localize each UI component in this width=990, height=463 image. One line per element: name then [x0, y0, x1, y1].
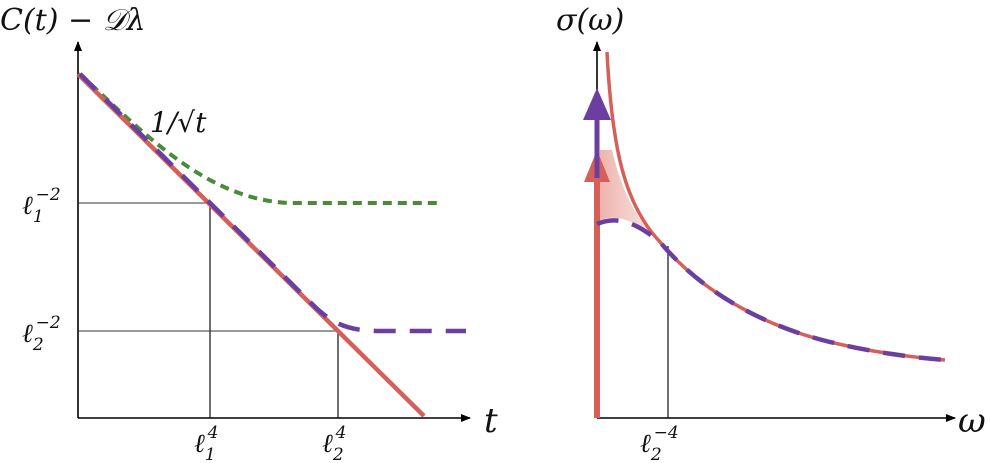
green-dotted-curve [78, 72, 442, 205]
shaded-region [597, 150, 660, 242]
purple-dashed-curve [78, 72, 466, 334]
left-y-axis-label: C(t) − 𝒟λ [0, 3, 146, 38]
left-panel: C(t) − 𝒟λ t 1/√t ℓ1−2 ℓ2−2 ℓ14 ℓ24 [0, 3, 498, 463]
y-tick-l1: ℓ1−2 [22, 185, 61, 227]
purple-delta-arrowhead [583, 88, 611, 120]
red-power-law-line [76, 72, 426, 418]
right-x-axis-label: ω [958, 401, 986, 441]
purple-spectral-curve [596, 218, 946, 363]
x-tick-right-l2: ℓ2−4 [640, 423, 679, 463]
red-spectral-curve [605, 51, 946, 362]
curve-label-inverse-sqrt: 1/√t [150, 106, 207, 139]
x-tick-l1: ℓ14 [194, 423, 219, 463]
y-tick-l2: ℓ2−2 [22, 313, 61, 355]
left-x-axis-label: t [484, 401, 498, 441]
right-y-axis-label: σ(ω) [556, 3, 624, 38]
right-panel: σ(ω) ω ℓ2−4 [556, 3, 986, 463]
x-tick-l2: ℓ24 [322, 423, 347, 463]
